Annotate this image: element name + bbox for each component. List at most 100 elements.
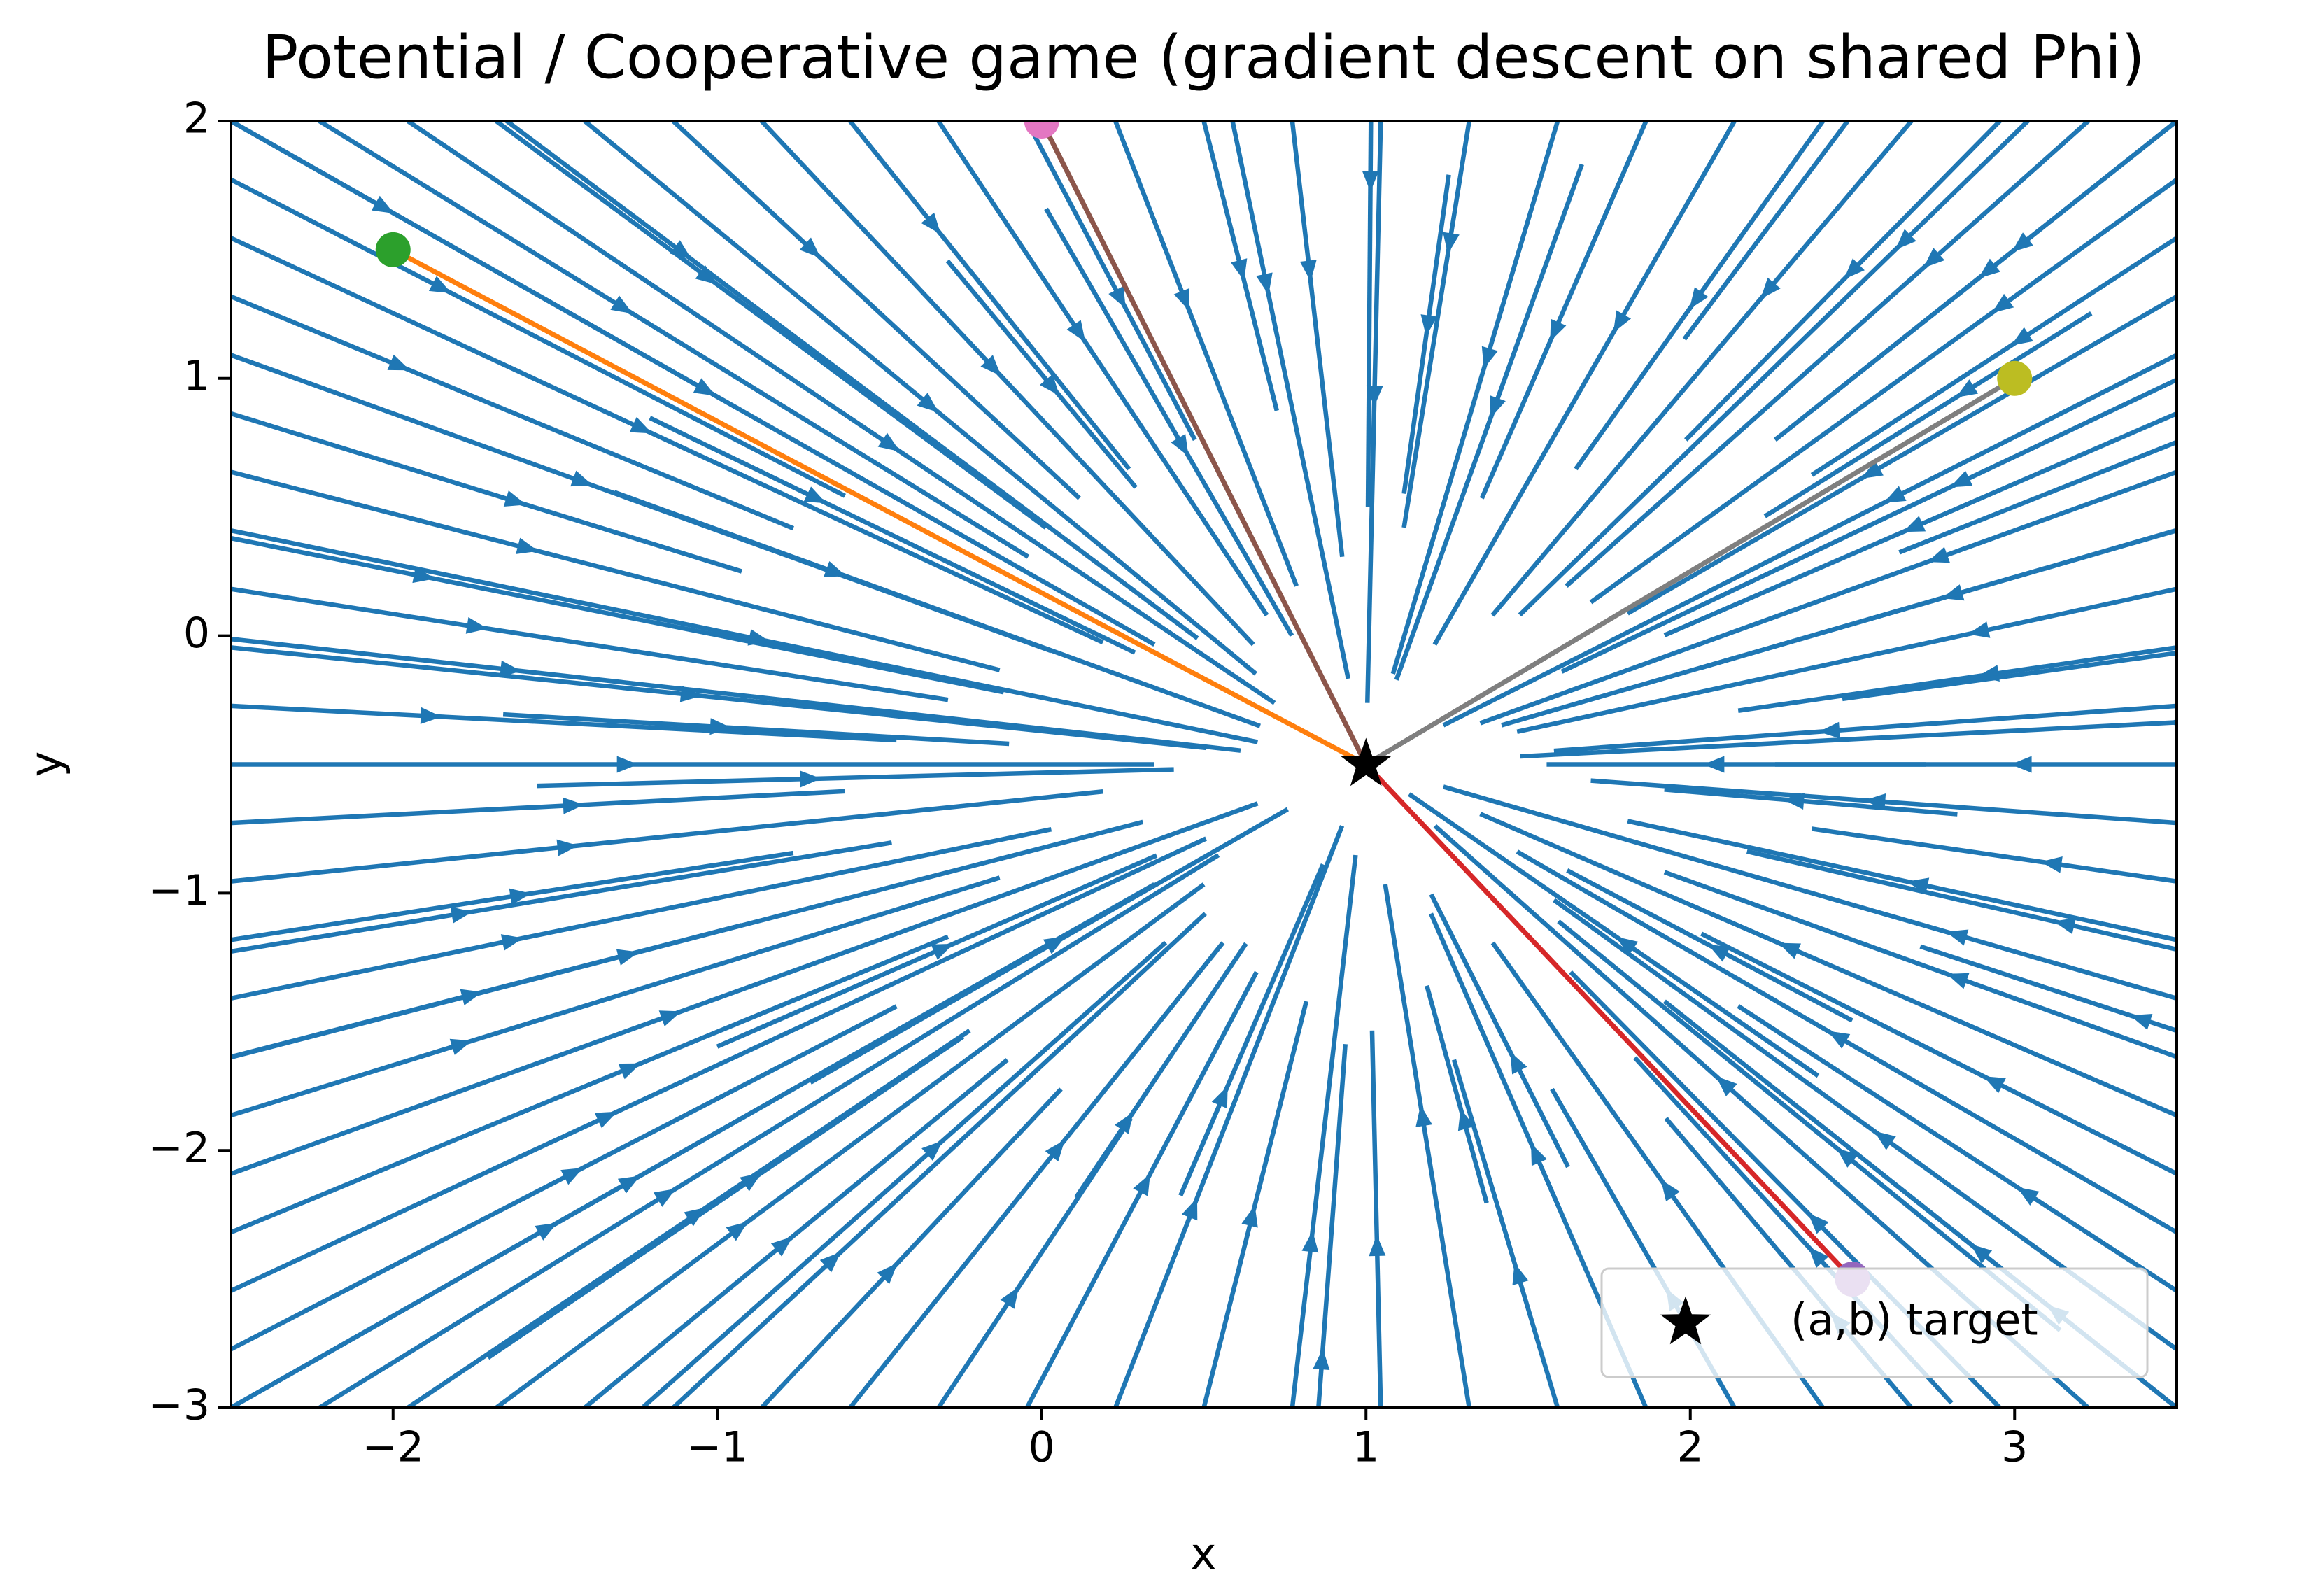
- stream-arrow: [449, 1038, 472, 1055]
- streamline: [1429, 893, 1570, 1168]
- streamline: [1024, 121, 1197, 442]
- stream-arrow: [1707, 944, 1731, 962]
- streamline: [231, 177, 846, 498]
- stream-arrow: [800, 770, 821, 788]
- stream-arrow: [516, 537, 539, 554]
- stream-arrow: [1923, 248, 1945, 269]
- stream-arrow: [1613, 310, 1632, 333]
- streamline: [583, 121, 1257, 676]
- streamline: [613, 490, 1261, 728]
- stream-arrow: [2130, 1014, 2153, 1030]
- stream-arrow: [1884, 486, 1907, 503]
- trajectory: [1039, 121, 1369, 766]
- stream-arrow: [1783, 793, 1805, 810]
- streamline: [671, 121, 1081, 500]
- stream-arrow: [1481, 346, 1498, 369]
- stream-arrow: [2053, 917, 2076, 935]
- stream-arrow: [1043, 936, 1066, 954]
- start-point: [1997, 360, 2033, 396]
- streamline: [1479, 812, 2177, 1118]
- stream-arrow: [1860, 460, 1884, 479]
- streamline: [1682, 121, 1851, 341]
- stream-arrow: [616, 756, 638, 773]
- stream-arrow: [1108, 285, 1126, 309]
- stream-arrow: [1181, 1197, 1198, 1221]
- stream-arrow: [428, 276, 452, 293]
- streamline: [231, 827, 1052, 1001]
- streamline: [1451, 1059, 1560, 1408]
- streamline: [671, 912, 1207, 1408]
- streamline: [502, 712, 1010, 747]
- streamline: [1290, 121, 1345, 558]
- stream-arrow: [465, 617, 488, 634]
- stream-arrow: [1836, 1147, 1858, 1168]
- x-tick-label: −1: [686, 1423, 748, 1472]
- streamline: [1520, 720, 2177, 759]
- streamline: [231, 121, 1156, 647]
- start-point: [375, 232, 411, 267]
- stream-arrow: [1716, 1075, 1737, 1096]
- stream-arrow: [1927, 546, 1950, 563]
- stream-arrow: [1991, 293, 2014, 313]
- streamline: [1626, 294, 2177, 616]
- y-tick-label: 2: [183, 94, 210, 143]
- plot-area: [231, 121, 2177, 1408]
- stream-arrow: [610, 295, 633, 314]
- stream-arrow: [726, 1221, 748, 1241]
- trajectory: [1364, 763, 1855, 1281]
- streamline: [1425, 984, 1489, 1204]
- streamline: [1763, 311, 2093, 518]
- streamline: [1664, 787, 1958, 817]
- legend-label: (a,b) target: [1791, 1294, 2038, 1346]
- start-point: [1024, 121, 1059, 139]
- streamline: [1316, 1044, 1348, 1408]
- streamline: [231, 411, 742, 574]
- y-tick-label: −1: [148, 866, 210, 915]
- stream-arrow: [1039, 374, 1060, 396]
- stream-arrow: [563, 797, 584, 814]
- stream-arrow: [1844, 258, 1865, 280]
- streamline: [936, 121, 1269, 617]
- streamline: [1663, 870, 2177, 1059]
- stream-arrow: [1045, 1140, 1065, 1162]
- streamline: [1442, 353, 2177, 728]
- streamline: [1589, 177, 2177, 605]
- stream-arrow: [594, 1111, 618, 1129]
- streamline: [1178, 863, 1325, 1196]
- stream-arrow: [1211, 1085, 1228, 1109]
- stream-arrow: [1531, 1143, 1547, 1166]
- x-tick-label: 0: [1029, 1423, 1055, 1472]
- streamline: [1842, 650, 2177, 702]
- streamline: [537, 767, 1174, 789]
- stream-arrow: [616, 949, 639, 966]
- streamline: [1201, 1001, 1309, 1408]
- stream-arrow: [1443, 232, 1460, 255]
- stream-arrow: [509, 888, 532, 905]
- streamline: [1479, 121, 1648, 500]
- stream-arrow: [420, 707, 442, 724]
- streamline: [1516, 849, 2177, 1235]
- stream-arrow: [1983, 1076, 2006, 1094]
- stream-arrow: [1066, 320, 1086, 343]
- stream-arrow: [1947, 973, 1970, 989]
- axes-frame: [230, 120, 2178, 1409]
- streamline: [1518, 121, 2031, 617]
- streamline: [1737, 645, 2177, 713]
- streamline: [848, 121, 1131, 471]
- streamline: [231, 236, 1104, 645]
- streamline: [1553, 703, 2177, 754]
- streamline: [231, 836, 1208, 1293]
- streamline: [1516, 586, 2177, 734]
- y-axis-label: y: [20, 751, 71, 777]
- streamline: [1746, 849, 2177, 952]
- stream-arrow: [1778, 942, 1801, 959]
- stream-arrow: [2011, 232, 2033, 253]
- stream-arrow: [1171, 434, 1189, 457]
- streamline: [1432, 121, 1737, 646]
- streamline: [1898, 439, 2177, 555]
- stream-arrow: [921, 1140, 943, 1161]
- streamline: [231, 801, 1259, 1176]
- streamline: [231, 875, 1001, 1118]
- stream-arrow: [618, 1063, 641, 1080]
